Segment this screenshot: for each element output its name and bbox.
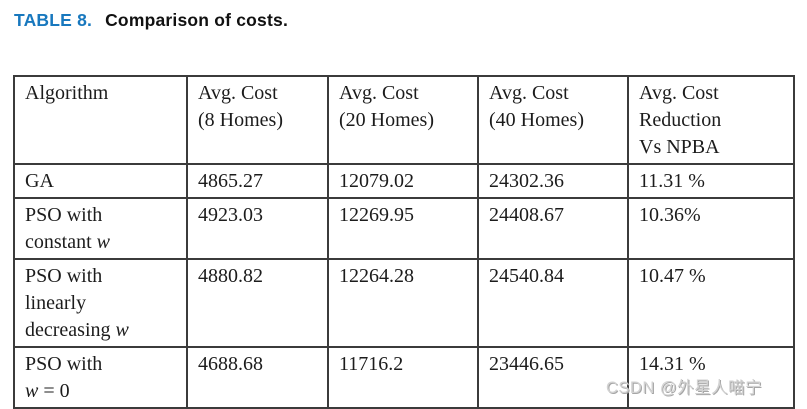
header-line: Algorithm	[25, 82, 109, 104]
table-row: PSO with linearly decreasing w 4880.82 12264…	[13, 258, 795, 348]
value-cell: 12079.02	[327, 163, 479, 199]
algorithm-line: PSO with	[25, 204, 103, 226]
header-line: Avg. Cost	[339, 82, 419, 104]
value-cell: 4880.82	[186, 258, 329, 348]
header-line: Avg. Cost	[198, 82, 278, 104]
algorithm-line: w = 0	[25, 380, 70, 402]
header-line: Avg. Cost	[489, 82, 569, 104]
algorithm-cell: PSO with linearly decreasing w	[13, 258, 188, 348]
value-cell: 11716.2	[327, 346, 479, 409]
table-row: PSO with w = 0 4688.68 11716.2 23446.65 14.31…	[13, 346, 795, 409]
algorithm-cell: PSO with w = 0	[13, 346, 188, 409]
value-cell: 24540.84	[477, 258, 629, 348]
value-cell: 4923.03	[186, 197, 329, 260]
table-title-text: Comparison of costs.	[105, 10, 289, 30]
header-cell: Avg. Cost Reduction Vs NPBA	[627, 75, 795, 165]
value-cell: 24302.36	[477, 163, 629, 199]
algorithm-cell: PSO with constant w	[13, 197, 188, 260]
algorithm-line: PSO with	[25, 353, 103, 375]
value-cell: 10.47 %	[627, 258, 795, 348]
math-symbol: w	[25, 380, 39, 402]
value-cell: 4865.27	[186, 163, 329, 199]
header-line: (20 Homes)	[339, 109, 434, 131]
costs-comparison-table: Algorithm Avg. Cost (8 Homes) Avg. Cost (20 …	[13, 75, 795, 409]
table-row: PSO with constant w 4923.03 12269.95 24408.6…	[13, 197, 795, 260]
header-cell: Avg. Cost (40 Homes)	[477, 75, 629, 165]
value-cell: 12269.95	[327, 197, 479, 260]
algorithm-line: GA	[25, 170, 54, 192]
header-line: (40 Homes)	[489, 109, 584, 131]
algorithm-line: constant w	[25, 231, 110, 253]
table-body: GA 4865.27 12079.02 24302.36 11.31 % PSO with…	[13, 163, 795, 409]
header-cell: Algorithm	[13, 75, 188, 165]
header-line: Vs NPBA	[639, 136, 720, 158]
value-cell: 4688.68	[186, 346, 329, 409]
header-line: Avg. Cost	[639, 82, 719, 104]
algorithm-line: decreasing w	[25, 319, 129, 341]
table-number-label: TABLE 8.	[14, 10, 93, 30]
table-row: GA 4865.27 12079.02 24302.36 11.31 %	[13, 163, 795, 199]
header-line: (8 Homes)	[198, 109, 283, 131]
csdn-watermark: CSDN @外星人喵宁	[606, 379, 763, 397]
algorithm-line: PSO with	[25, 265, 103, 287]
header-cell: Avg. Cost (8 Homes)	[186, 75, 329, 165]
header-row: Algorithm Avg. Cost (8 Homes) Avg. Cost (20 …	[13, 75, 795, 165]
header-cell: Avg. Cost (20 Homes)	[327, 75, 479, 165]
value-cell: 14.31 %	[627, 346, 795, 409]
table-caption: TABLE 8. Comparison of costs.	[14, 10, 288, 31]
value-cell: 11.31 %	[627, 163, 795, 199]
math-symbol: w	[96, 231, 110, 253]
math-symbol: w	[115, 319, 129, 341]
value-cell: 10.36%	[627, 197, 795, 260]
algorithm-cell: GA	[13, 163, 188, 199]
value-cell: 23446.65	[477, 346, 629, 409]
table-head: Algorithm Avg. Cost (8 Homes) Avg. Cost (20 …	[13, 75, 795, 165]
value-cell: 24408.67	[477, 197, 629, 260]
value-cell: 12264.28	[327, 258, 479, 348]
header-line: Reduction	[639, 109, 722, 131]
algorithm-line: linearly	[25, 292, 87, 314]
